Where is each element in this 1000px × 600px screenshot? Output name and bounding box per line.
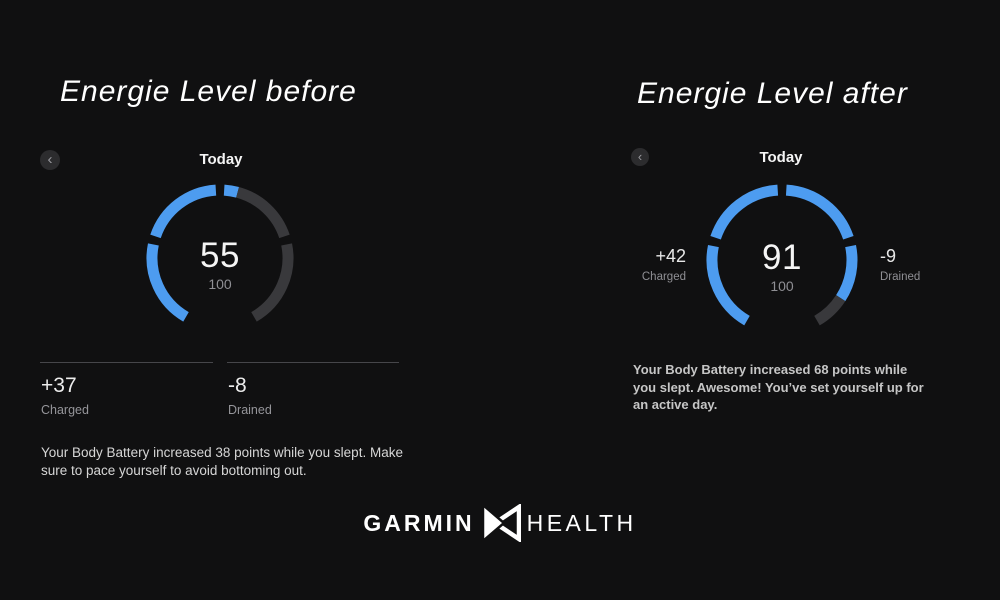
drained-label: Drained xyxy=(880,271,921,283)
panel-before: Energie Level before ‹ Today 55 100 +37 … xyxy=(0,0,500,500)
panel-after: Energie Level after ‹ Today 91 100 +42 C… xyxy=(500,0,1000,500)
garmin-health-logo: GARMIN HEALTH xyxy=(0,504,1000,542)
drained-stat: -9 Drained xyxy=(880,247,970,284)
body-battery-gauge xyxy=(706,184,858,326)
drained-label: Drained xyxy=(228,403,272,417)
charged-label: Charged xyxy=(641,271,686,283)
brand-garmin-text: GARMIN xyxy=(363,509,475,536)
back-button[interactable]: ‹ xyxy=(40,150,60,170)
battery-value: 91 xyxy=(762,238,802,277)
date-label: Today xyxy=(759,149,803,166)
battery-message: Your Body Battery increased 38 points wh… xyxy=(41,445,403,478)
charged-stat: +37 Charged xyxy=(41,375,89,417)
battery-max: 100 xyxy=(208,276,232,292)
panel-after-title: Energie Level after xyxy=(637,77,908,110)
body-battery-gauge xyxy=(146,184,294,322)
drained-value: -8 xyxy=(228,374,247,397)
charged-value: +42 xyxy=(655,246,686,266)
stat-divider xyxy=(227,362,399,363)
panel-before-title: Energie Level before xyxy=(60,75,357,108)
charged-value: +37 xyxy=(41,374,77,397)
drained-value: -9 xyxy=(880,246,897,266)
chevron-left-icon: ‹ xyxy=(637,148,643,164)
charged-stat: +42 Charged xyxy=(606,247,686,284)
battery-message: Your Body Battery increased 68 points wh… xyxy=(633,362,924,412)
date-label: Today xyxy=(199,151,243,168)
stat-divider xyxy=(40,362,213,363)
back-button[interactable]: ‹ xyxy=(631,148,649,166)
garmin-delta-icon xyxy=(481,504,521,542)
battery-max: 100 xyxy=(770,278,794,294)
drained-stat: -8 Drained xyxy=(228,375,272,417)
charged-label: Charged xyxy=(41,403,89,417)
chevron-left-icon: ‹ xyxy=(47,150,53,168)
battery-value: 55 xyxy=(200,236,240,275)
brand-health-text: HEALTH xyxy=(526,509,637,536)
